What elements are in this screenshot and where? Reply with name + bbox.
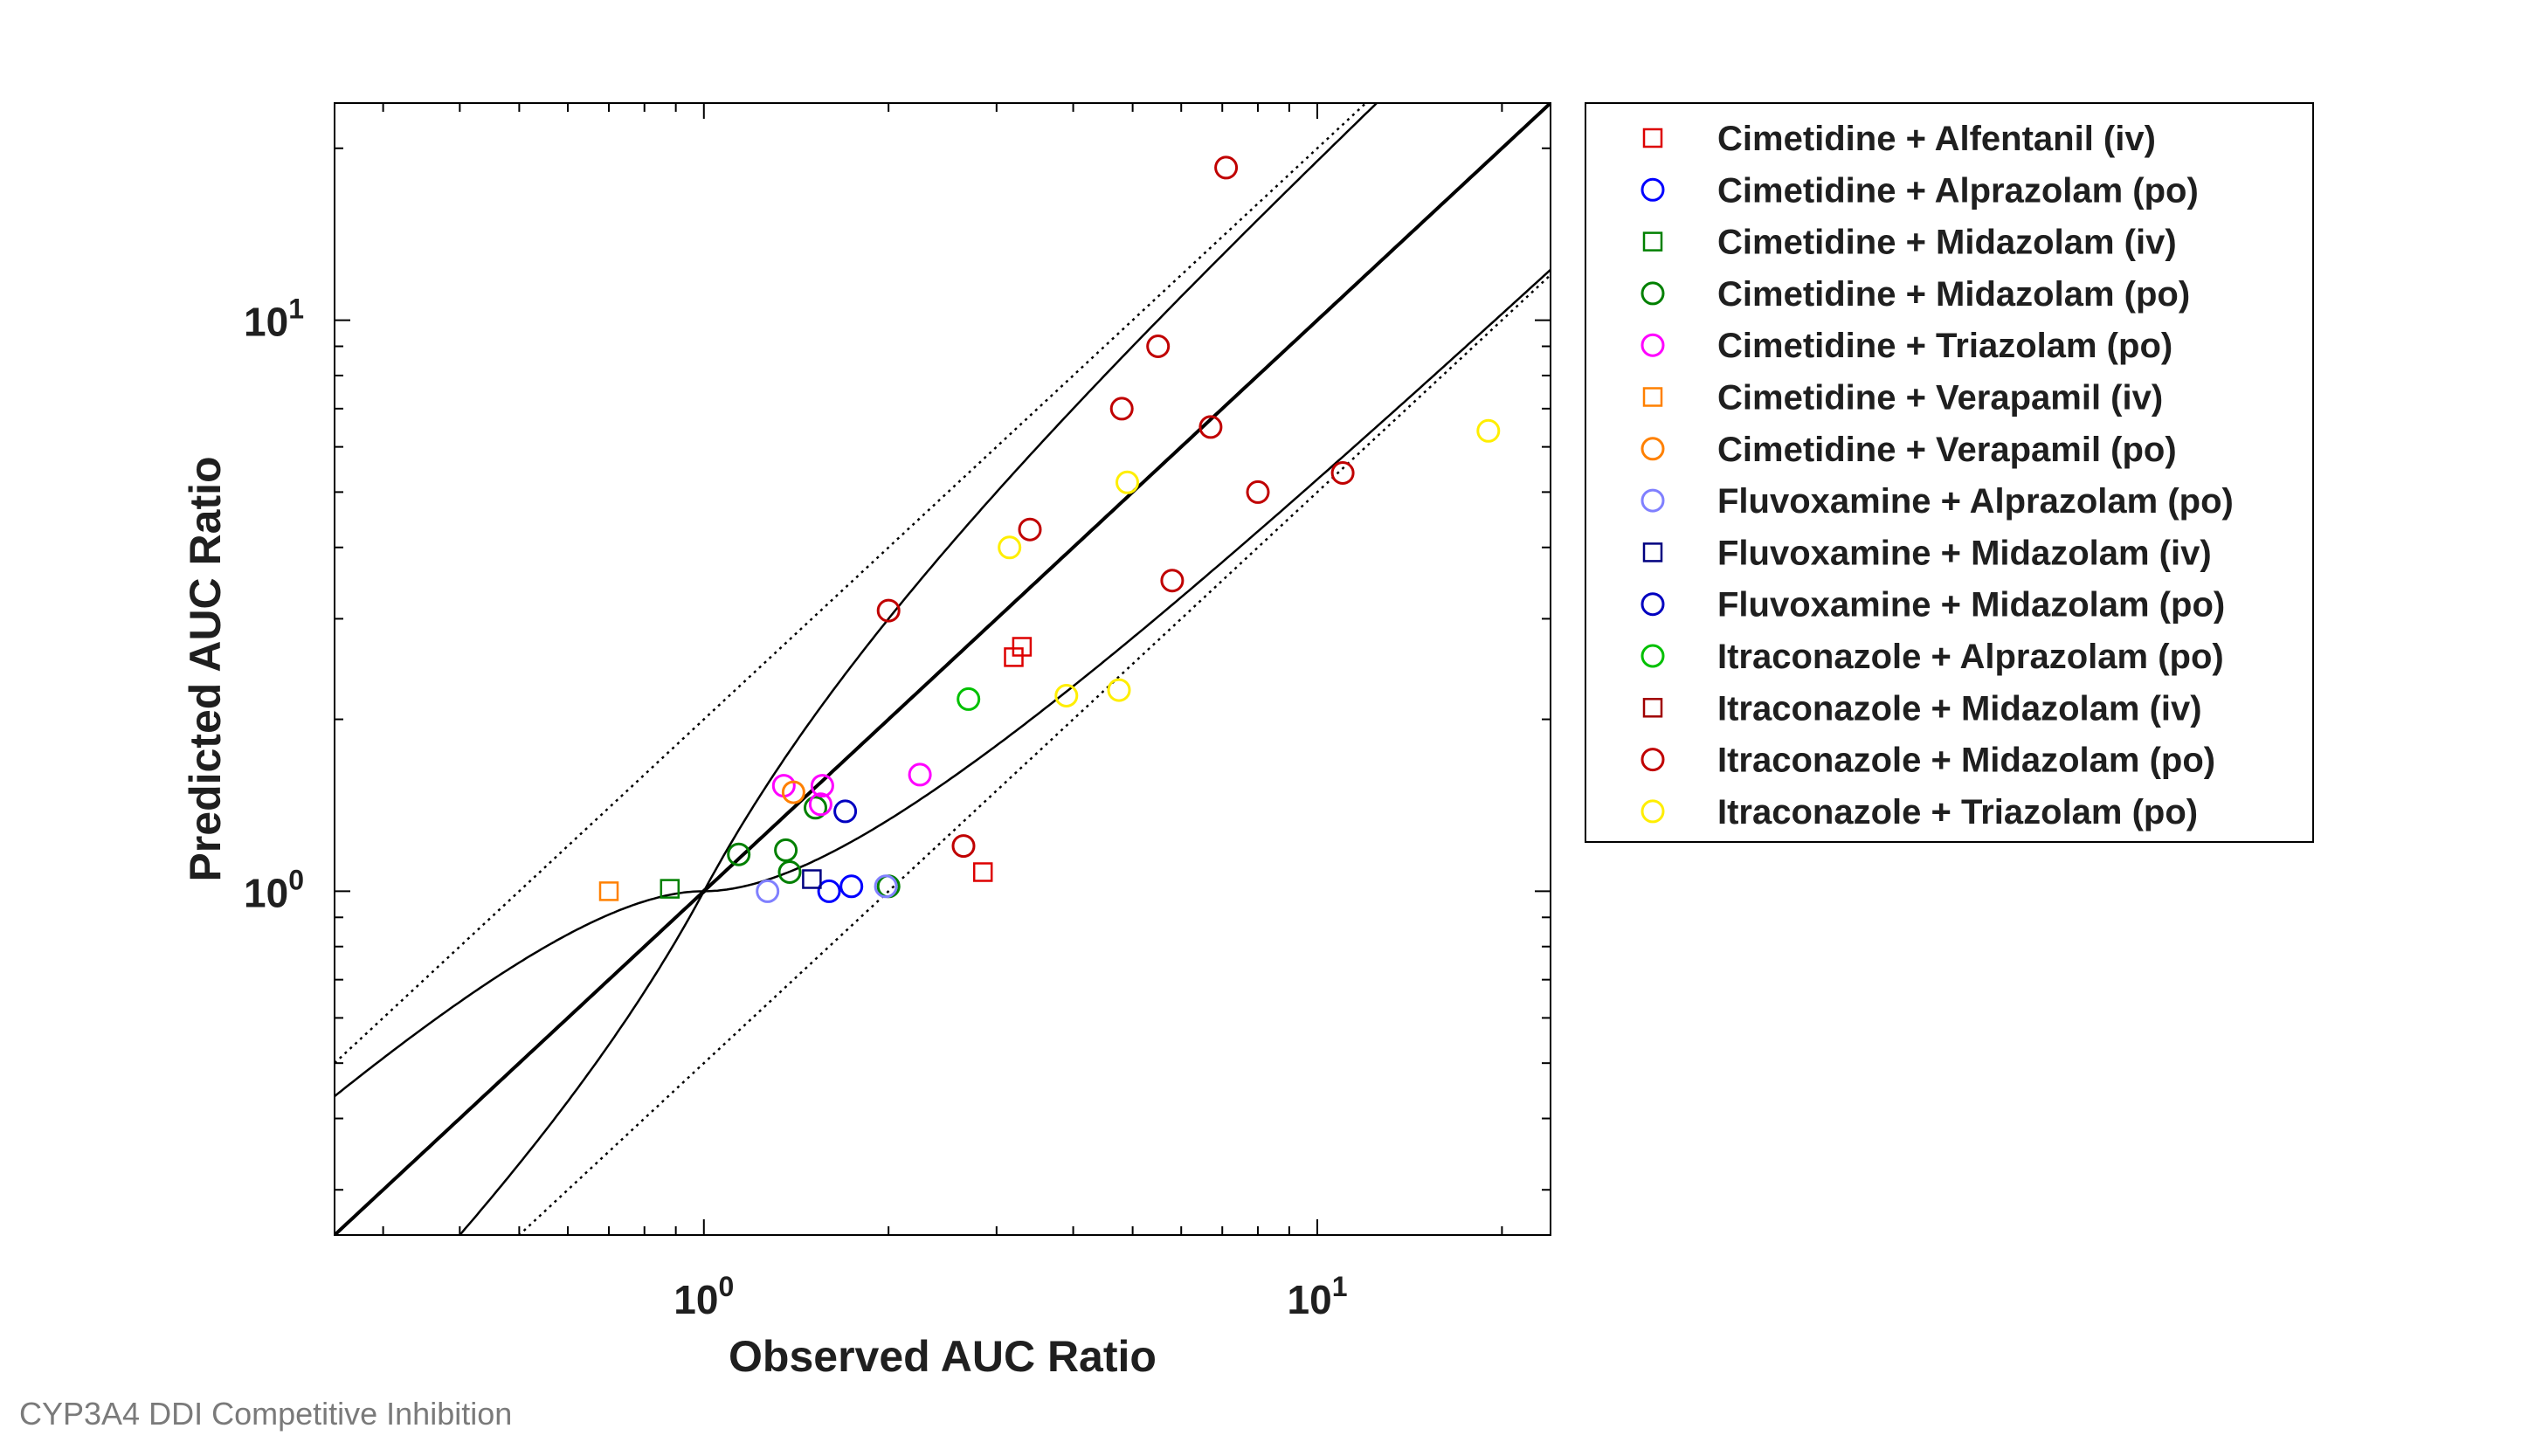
guest-lower-curve	[458, 268, 1551, 1235]
legend-marker	[1642, 231, 1663, 252]
legend-marker	[1641, 488, 1665, 513]
x-tick-label: 100	[673, 1271, 734, 1322]
legend-label: Itraconazole + Triazolam (po)	[1717, 793, 2198, 832]
legend-marker	[1641, 799, 1665, 824]
data-point	[998, 535, 1022, 560]
legend-label: Itraconazole + Alprazolam (po)	[1717, 638, 2224, 676]
data-points	[598, 155, 1501, 903]
data-point	[1012, 637, 1033, 657]
data-point	[951, 834, 976, 859]
legend-label: Cimetidine + Verapamil (iv)	[1717, 379, 2163, 417]
legend-marker	[1641, 748, 1665, 772]
legend-label: Fluvoxamine + Midazolam (iv)	[1717, 534, 2212, 572]
data-point	[1109, 397, 1134, 421]
x-axis-label: Observed AUC Ratio	[729, 1332, 1157, 1381]
data-point	[1246, 480, 1270, 504]
legend-label: Cimetidine + Alprazolam (po)	[1717, 171, 2199, 210]
data-point	[817, 879, 841, 903]
legend: Cimetidine + Alfentanil (iv) Cimetidine +…	[1585, 102, 2314, 843]
data-point	[804, 796, 827, 820]
data-point	[810, 774, 834, 798]
y-axis-label: Predicted AUC Ratio	[181, 456, 230, 881]
legend-label: Cimetidine + Verapamil (po)	[1717, 431, 2177, 469]
legend-label: Cimetidine + Midazolam (iv)	[1717, 224, 2177, 262]
data-point	[1146, 335, 1171, 358]
data-point	[660, 879, 680, 899]
data-point	[972, 862, 993, 882]
legend-box	[1585, 102, 2314, 843]
x-tick-label: 101	[1288, 1271, 1348, 1322]
legend-marker	[1641, 437, 1665, 461]
data-point	[777, 860, 802, 884]
data-point	[874, 874, 898, 899]
legend-marker	[1642, 698, 1663, 718]
data-point	[833, 799, 858, 824]
legend-label: Fluvoxamine + Midazolam (po)	[1717, 586, 2225, 624]
legend-label: Cimetidine + Alfentanil (iv)	[1717, 120, 2156, 158]
legend-marker	[1642, 387, 1663, 407]
legend-marker	[1641, 281, 1665, 306]
data-point	[1116, 470, 1139, 494]
data-point	[908, 763, 932, 787]
data-point	[1018, 517, 1042, 542]
data-point	[1107, 678, 1131, 702]
fold-upper-line	[335, 103, 1368, 1065]
footer-caption: CYP3A4 DDI Competitive Inhibition	[19, 1396, 513, 1432]
data-point	[1160, 569, 1185, 593]
data-point	[957, 687, 981, 711]
tick-labels: 100 101 100 101	[244, 293, 1347, 1322]
data-point	[598, 881, 619, 901]
legend-label: Cimetidine + Midazolam (po)	[1717, 275, 2190, 314]
legend-label: Itraconazole + Midazolam (iv)	[1717, 689, 2202, 728]
legend-marker	[1641, 644, 1665, 668]
data-point	[727, 842, 751, 866]
legend-marker	[1642, 542, 1663, 562]
data-point	[876, 598, 901, 623]
data-point	[756, 879, 780, 903]
data-point	[808, 792, 832, 817]
data-point	[1198, 415, 1223, 439]
data-point	[781, 780, 805, 804]
identity-line	[335, 103, 1551, 1235]
legend-label: Fluvoxamine + Alprazolam (po)	[1717, 482, 2234, 521]
data-point	[839, 874, 864, 899]
data-point	[1214, 155, 1239, 180]
data-point	[774, 838, 798, 862]
y-tick-label: 101	[244, 293, 304, 345]
data-point	[802, 869, 822, 889]
legend-marker	[1641, 333, 1665, 357]
legend-label: Cimetidine + Triazolam (po)	[1717, 327, 2172, 365]
data-point	[1054, 684, 1079, 707]
legend-marker	[1642, 128, 1663, 148]
y-tick-label: 100	[244, 864, 304, 915]
axis-ticks	[335, 103, 1551, 1235]
data-point	[1330, 461, 1355, 485]
legend-label: Itraconazole + Midazolam (po)	[1717, 742, 2215, 780]
guest-upper-curve	[335, 103, 1378, 1098]
data-point	[1476, 418, 1501, 443]
legend-marker	[1641, 177, 1665, 202]
legend-marker	[1641, 592, 1665, 617]
